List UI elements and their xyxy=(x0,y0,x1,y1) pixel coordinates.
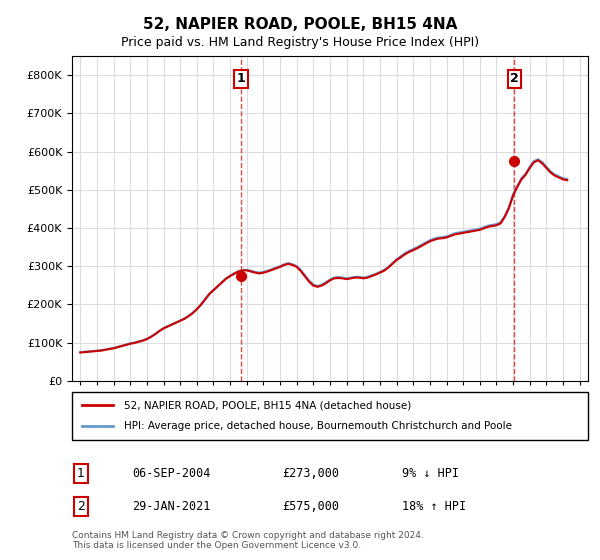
Text: 1: 1 xyxy=(237,72,245,86)
Text: 1: 1 xyxy=(77,466,85,480)
Text: 52, NAPIER ROAD, POOLE, BH15 4NA (detached house): 52, NAPIER ROAD, POOLE, BH15 4NA (detach… xyxy=(124,400,411,410)
Text: 29-JAN-2021: 29-JAN-2021 xyxy=(132,500,211,514)
FancyBboxPatch shape xyxy=(72,392,588,440)
Text: 2: 2 xyxy=(510,72,519,86)
Text: 52, NAPIER ROAD, POOLE, BH15 4NA: 52, NAPIER ROAD, POOLE, BH15 4NA xyxy=(143,17,457,32)
Text: 9% ↓ HPI: 9% ↓ HPI xyxy=(402,466,459,480)
Text: 18% ↑ HPI: 18% ↑ HPI xyxy=(402,500,466,514)
Text: £273,000: £273,000 xyxy=(282,466,339,480)
Text: 2: 2 xyxy=(77,500,85,514)
Text: Price paid vs. HM Land Registry's House Price Index (HPI): Price paid vs. HM Land Registry's House … xyxy=(121,36,479,49)
Text: Contains HM Land Registry data © Crown copyright and database right 2024.
This d: Contains HM Land Registry data © Crown c… xyxy=(72,530,424,550)
Text: 06-SEP-2004: 06-SEP-2004 xyxy=(132,466,211,480)
Text: HPI: Average price, detached house, Bournemouth Christchurch and Poole: HPI: Average price, detached house, Bour… xyxy=(124,421,512,431)
Text: £575,000: £575,000 xyxy=(282,500,339,514)
